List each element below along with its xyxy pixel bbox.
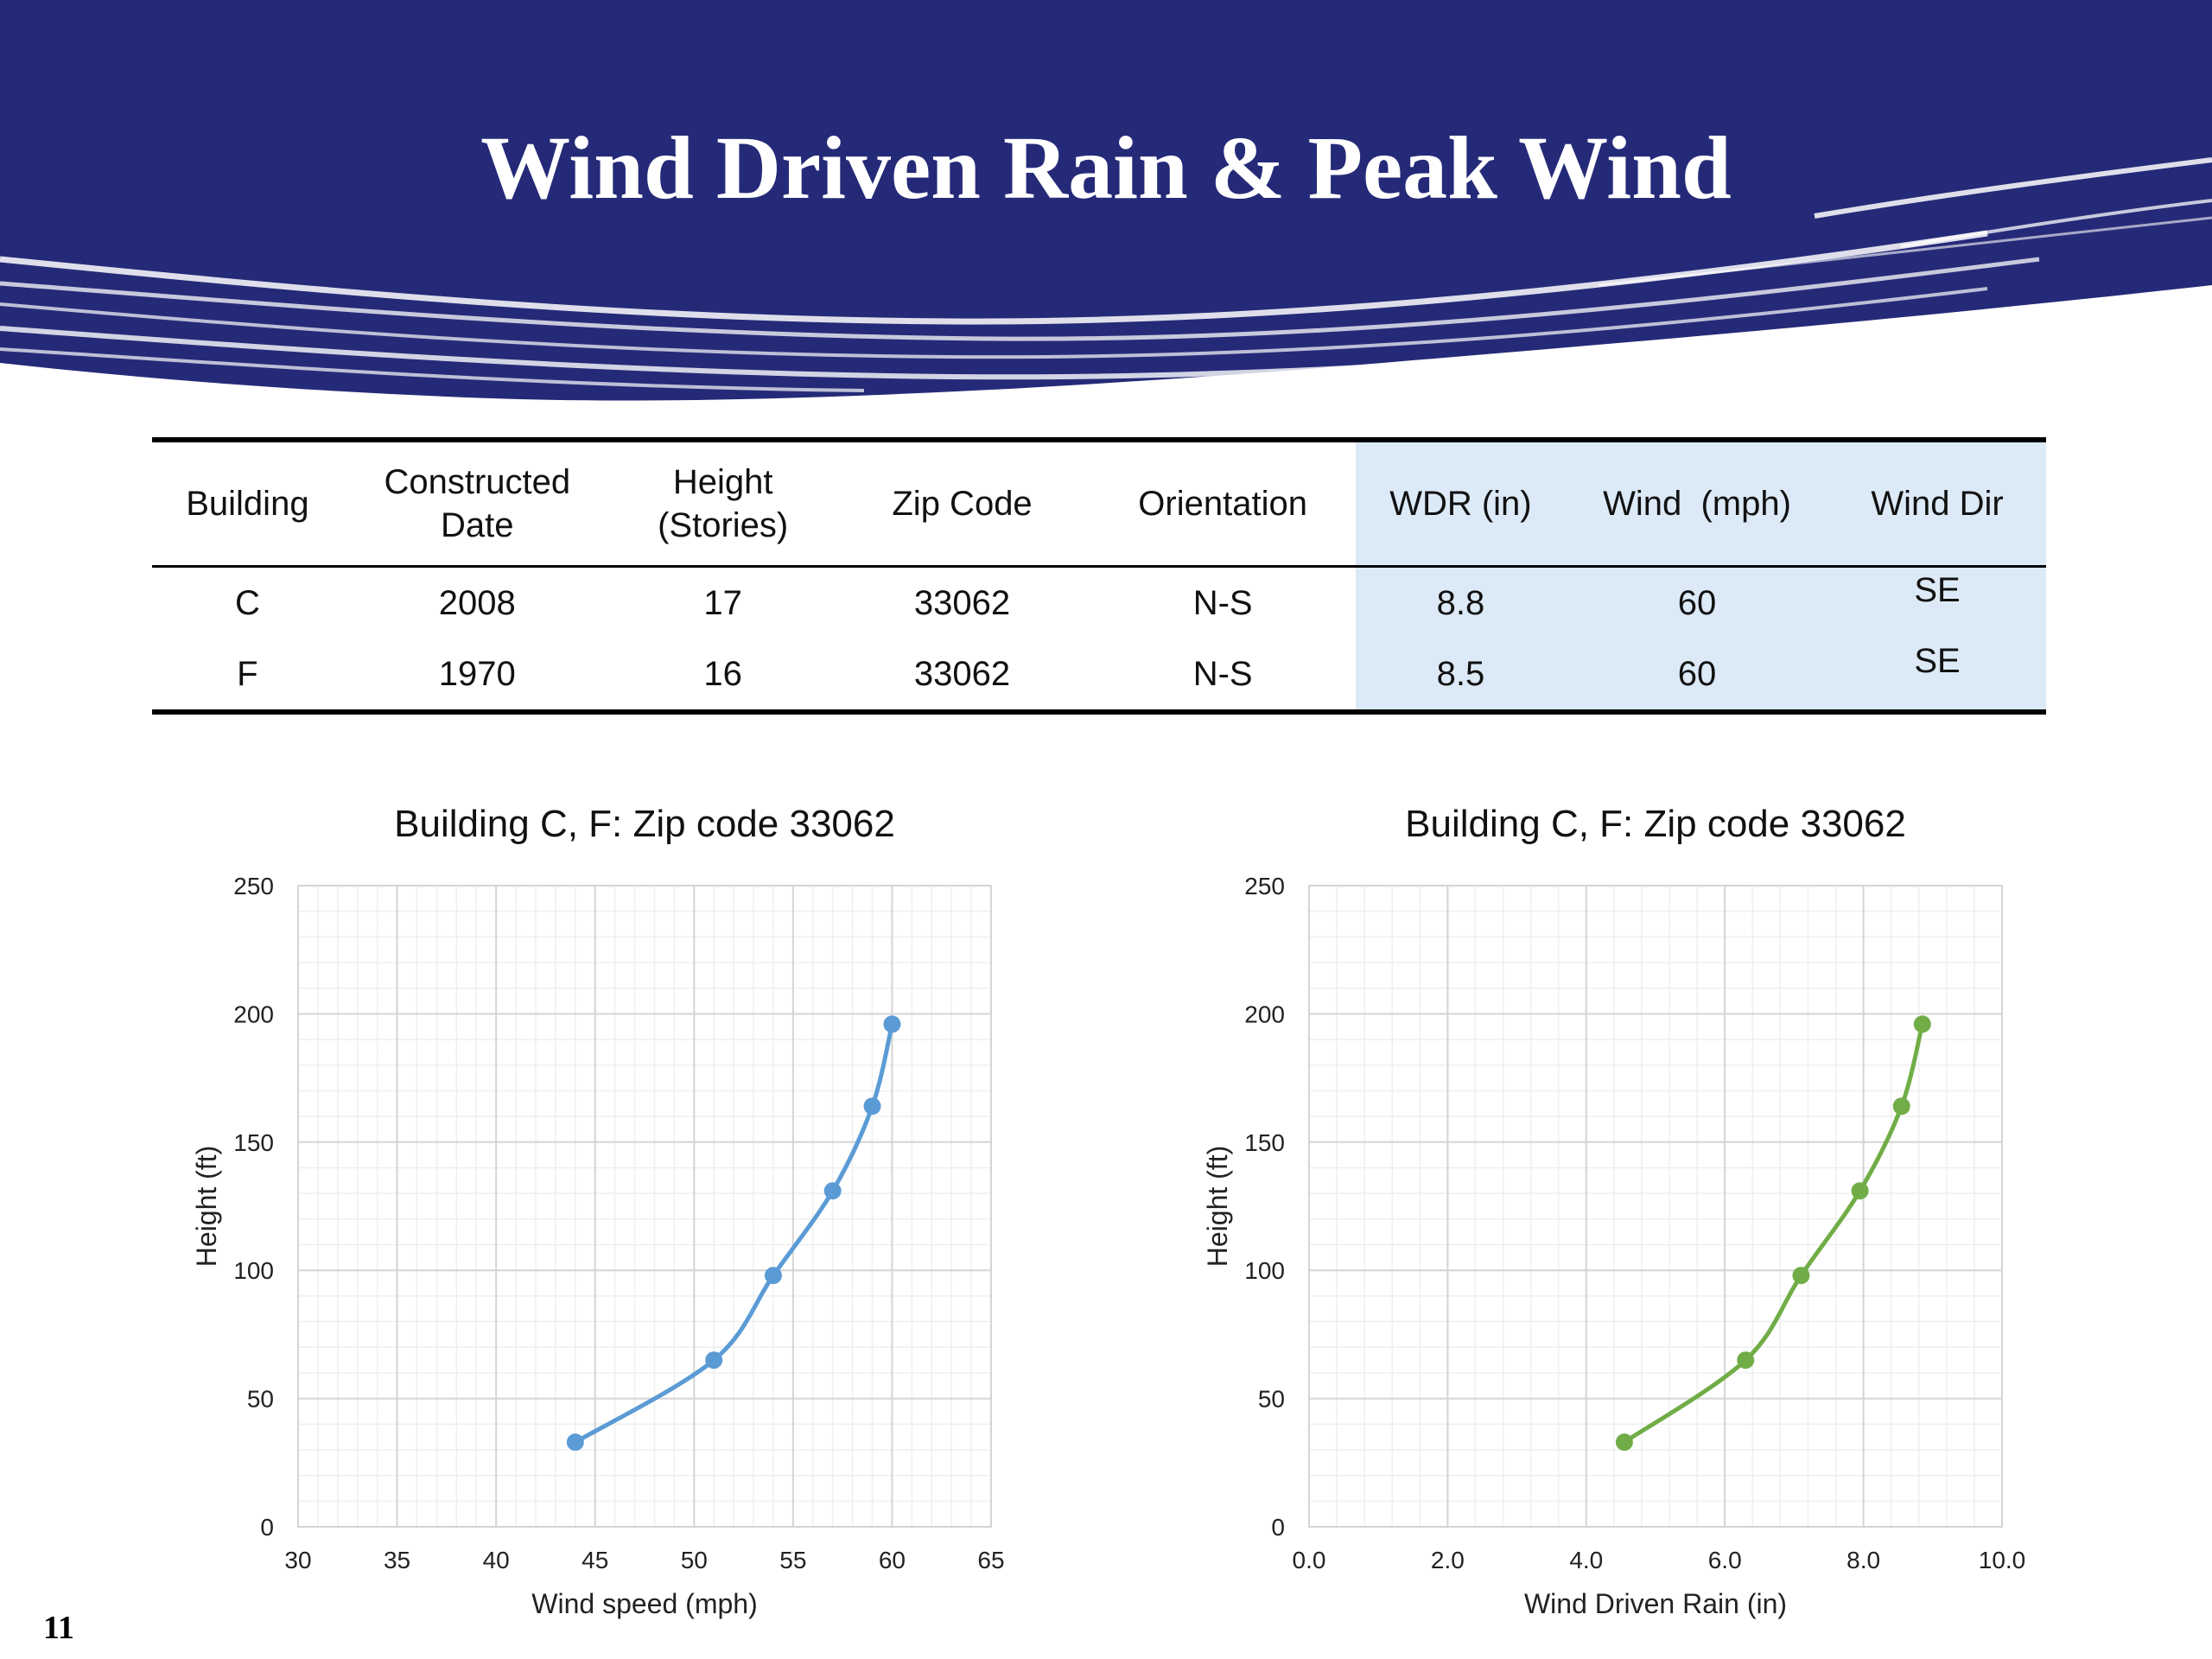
x-tick-label: 40 [483,1547,510,1573]
x-tick-label: 0.0 [1293,1547,1326,1573]
header-label: Constructed Date [384,463,571,544]
column-header-zip-code: Zip Code [834,437,1090,568]
x-tick-label: 4.0 [1569,1547,1603,1573]
y-axis-label: Height (ft) [1202,1146,1233,1267]
data-point [823,1182,842,1200]
cell-building: C [234,583,260,622]
data-point [1851,1182,1869,1200]
column-header-building: Building [152,437,343,568]
x-tick-label: 55 [779,1547,806,1573]
page-number: 11 [43,1610,74,1646]
x-tick-label: 10.0 [1979,1547,2026,1573]
y-tick-label: 100 [1244,1257,1285,1284]
cell-wind: 60 [1566,566,1829,639]
chart-title: Building C, F: Zip code 33062 [1405,803,1906,845]
x-tick-label: 6.0 [1708,1547,1742,1573]
chart-title: Building C, F: Zip code 33062 [394,803,895,845]
x-tick-label: 30 [284,1547,311,1573]
x-tick-label: 35 [384,1547,410,1573]
data-point [883,1015,901,1033]
x-tick-label: 50 [681,1547,708,1573]
column-header-wind: Wind (mph) [1566,437,1829,568]
header-label: Orientation [1138,485,1307,523]
cell-wind: 60 [1566,639,1829,715]
cell-zip-code: 33062 [834,639,1090,715]
data-point [1792,1267,1810,1285]
y-tick-label: 250 [233,873,274,899]
x-tick-label: 60 [879,1547,906,1573]
x-axis-label: Wind speed (mph) [531,1588,757,1619]
x-tick-label: 8.0 [1847,1547,1880,1573]
plot-area [1308,885,2003,1528]
y-tick-label: 200 [1244,1001,1285,1027]
cell-wdr: 8.5 [1355,639,1567,715]
column-header-height: Height (Stories) [611,437,835,568]
cell-height: 16 [611,639,835,715]
x-axis-label: Wind Driven Rain (in) [1524,1588,1787,1619]
building-data-table: Building Constructed Date Height (Storie… [152,437,2046,715]
x-tick-label: 45 [582,1547,608,1573]
x-tick-label: 2.0 [1431,1547,1465,1573]
table-row: F 1970 16 33062 N-S 8.5 60 SE [152,639,2046,715]
column-header-orientation: Orientation [1090,437,1356,568]
data-point [1892,1097,1910,1116]
table-header-row: Building Constructed Date Height (Storie… [152,437,2046,568]
cell-zip-code: 33062 [913,583,1011,622]
header-banner [0,0,2212,401]
cell-wind-dir: SE [1828,639,2046,715]
cell-height: 17 [703,583,742,622]
x-tick-label: 65 [977,1547,1004,1573]
y-tick-label: 100 [233,1257,274,1284]
data-point [764,1267,782,1285]
y-tick-label: 0 [1271,1514,1285,1541]
plot-area [297,885,992,1528]
y-tick-label: 150 [1244,1129,1285,1156]
header-label: Building [186,485,309,523]
y-tick-label: 0 [260,1514,274,1541]
header-label: Wind (mph) [1603,485,1791,523]
cell-orientation: N-S [1192,583,1253,622]
data-point [566,1433,584,1452]
table-row: C 2008 17 33062 N-S 8.8 60 SE [152,566,2046,639]
y-tick-label: 50 [1258,1386,1285,1413]
cell-building: F [152,639,343,715]
cell-wind-dir: SE [1828,566,2046,639]
cell-orientation: N-S [1090,639,1356,715]
data-point [863,1097,881,1116]
data-point [1615,1433,1633,1452]
y-tick-label: 200 [233,1001,274,1027]
data-point [705,1351,723,1370]
header-label: WDR (in) [1389,485,1532,523]
header-label: Zip Code [892,485,1033,523]
cell-constructed-date: 1970 [342,639,612,715]
column-header-constructed-date: Constructed Date [342,437,612,568]
data-point [1737,1351,1755,1370]
slide-title: Wind Driven Rain & Peak Wind [480,118,1732,218]
y-tick-label: 250 [1244,873,1285,899]
y-tick-label: 50 [247,1386,274,1413]
header-label: Height (Stories) [658,463,789,544]
column-header-wdr: WDR (in) [1355,437,1567,568]
y-tick-label: 150 [233,1129,274,1156]
cell-constructed-date: 2008 [438,583,516,622]
data-point [1913,1015,1931,1033]
wind-speed-chart: 30 35 40 45 50 55 60 65 0 50 100 150 200 250 Building … [191,803,1005,1619]
y-axis-label: Height (ft) [191,1146,222,1267]
cell-wdr: 8.8 [1355,566,1567,639]
wind-driven-rain-chart: 0.0 2.0 4.0 6.0 8.0 10.0 0 50 100 150 200 250 Buildi… [1202,803,2026,1619]
header-label: Wind Dir [1871,485,2004,523]
column-header-wind-dir: Wind Dir [1828,437,2046,568]
